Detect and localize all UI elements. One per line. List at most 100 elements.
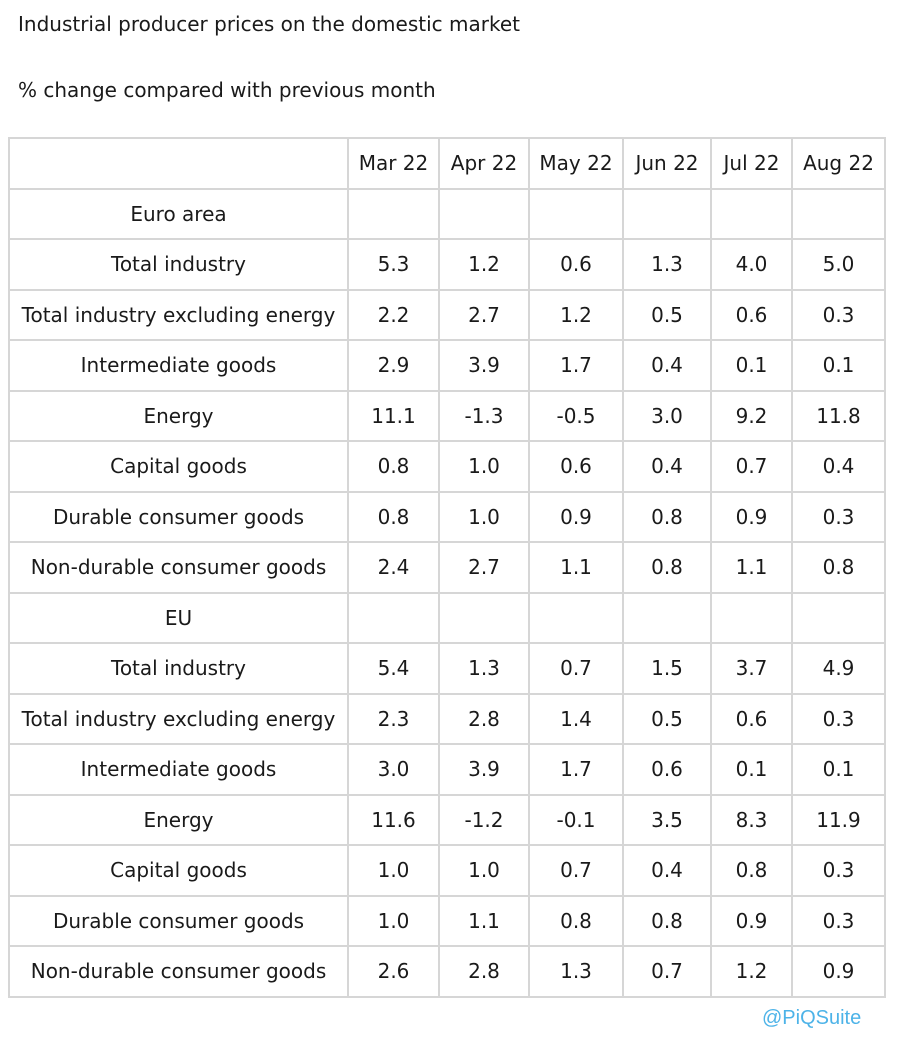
value-cell: 2.9 [347, 339, 440, 392]
value-cell: 0.1 [791, 339, 886, 392]
empty-cell [438, 187, 530, 240]
empty-cell [791, 591, 886, 644]
table-row: Capital goods 0.8 1.0 0.6 0.4 0.7 0.4 [8, 440, 886, 493]
section-row: Euro area [8, 187, 886, 240]
value-cell: 2.7 [438, 541, 530, 594]
value-cell: 3.5 [622, 793, 712, 846]
value-cell: 0.3 [791, 894, 886, 947]
value-cell: 1.4 [528, 692, 624, 745]
value-cell: 0.8 [347, 490, 440, 543]
value-cell: 8.3 [710, 793, 793, 846]
row-label: Non-durable consumer goods [8, 541, 349, 594]
value-cell: 5.4 [347, 642, 440, 695]
value-cell: -0.1 [528, 793, 624, 846]
empty-cell [710, 591, 793, 644]
value-cell: 3.7 [710, 642, 793, 695]
section-row: EU [8, 591, 886, 644]
value-cell: 0.8 [791, 541, 886, 594]
table-row: Capital goods 1.0 1.0 0.7 0.4 0.8 0.3 [8, 844, 886, 897]
value-cell: 0.3 [791, 490, 886, 543]
table-row: Durable consumer goods 1.0 1.1 0.8 0.8 0.9 0.3 [8, 894, 886, 947]
value-cell: 0.7 [622, 945, 712, 998]
value-cell: 0.4 [791, 440, 886, 493]
value-cell: 1.2 [528, 288, 624, 341]
value-cell: 0.3 [791, 288, 886, 341]
table-row: Intermediate goods 3.0 3.9 1.7 0.6 0.1 0.1 [8, 743, 886, 796]
value-cell: 0.6 [710, 692, 793, 745]
value-cell: -1.3 [438, 389, 530, 442]
header-cell: Mar 22 [347, 137, 440, 190]
table-row: Non-durable consumer goods 2.6 2.8 1.3 0.7 1.… [8, 945, 886, 998]
row-label: Total industry excluding energy [8, 288, 349, 341]
table-body: Euro area Total industry 5.3 1.2 0.6 1.3 4.0 5.… [8, 187, 886, 998]
empty-cell [710, 187, 793, 240]
value-cell: 0.7 [528, 844, 624, 897]
value-cell: 1.1 [438, 894, 530, 947]
value-cell: 11.9 [791, 793, 886, 846]
value-cell: 0.8 [622, 541, 712, 594]
empty-cell [528, 591, 624, 644]
value-cell: 0.8 [710, 844, 793, 897]
header-cell: Aug 22 [791, 137, 886, 190]
empty-cell [622, 591, 712, 644]
empty-cell [347, 591, 440, 644]
value-cell: 1.3 [528, 945, 624, 998]
value-cell: 1.2 [710, 945, 793, 998]
value-cell: 1.1 [528, 541, 624, 594]
header-cell: Jun 22 [622, 137, 712, 190]
value-cell: 0.3 [791, 692, 886, 745]
value-cell: 0.3 [791, 844, 886, 897]
value-cell: 0.8 [622, 490, 712, 543]
row-label: Total industry excluding energy [8, 692, 349, 745]
value-cell: 2.3 [347, 692, 440, 745]
table-row: Total industry 5.4 1.3 0.7 1.5 3.7 4.9 [8, 642, 886, 695]
value-cell: 11.8 [791, 389, 886, 442]
value-cell: 1.0 [438, 490, 530, 543]
table-row: Non-durable consumer goods 2.4 2.7 1.1 0.8 1.… [8, 541, 886, 594]
value-cell: 11.1 [347, 389, 440, 442]
value-cell: 11.6 [347, 793, 440, 846]
value-cell: 0.8 [347, 440, 440, 493]
watermark: @PiQSuite [762, 1007, 862, 1029]
value-cell: 3.9 [438, 743, 530, 796]
table-row: Energy 11.6 -1.2 -0.1 3.5 8.3 11.9 [8, 793, 886, 846]
header-row: Mar 22 Apr 22 May 22 Jun 22 Jul 22 Aug 2… [8, 137, 886, 190]
value-cell: 5.0 [791, 238, 886, 291]
value-cell: 3.0 [622, 389, 712, 442]
header-cell: May 22 [528, 137, 624, 190]
value-cell: -1.2 [438, 793, 530, 846]
row-label: Energy [8, 793, 349, 846]
value-cell: 0.5 [622, 692, 712, 745]
value-cell: 5.3 [347, 238, 440, 291]
value-cell: 0.6 [528, 440, 624, 493]
table-row: Total industry excluding energy 2.3 2.8 1.4… [8, 692, 886, 745]
value-cell: 2.8 [438, 945, 530, 998]
value-cell: 0.4 [622, 440, 712, 493]
value-cell: 1.1 [710, 541, 793, 594]
value-cell: 0.4 [622, 844, 712, 897]
table-row: Energy 11.1 -1.3 -0.5 3.0 9.2 11.8 [8, 389, 886, 442]
value-cell: 3.9 [438, 339, 530, 392]
row-label: Durable consumer goods [8, 894, 349, 947]
value-cell: 2.2 [347, 288, 440, 341]
value-cell: 4.9 [791, 642, 886, 695]
row-label: Capital goods [8, 440, 349, 493]
page-subtitle: % change compared with previous month [18, 78, 436, 102]
value-cell: 1.7 [528, 339, 624, 392]
row-label: Non-durable consumer goods [8, 945, 349, 998]
value-cell: 0.8 [528, 894, 624, 947]
table-row: Intermediate goods 2.9 3.9 1.7 0.4 0.1 0.1 [8, 339, 886, 392]
header-cell: Apr 22 [438, 137, 530, 190]
value-cell: 0.7 [528, 642, 624, 695]
row-label: Intermediate goods [8, 743, 349, 796]
table-row: Durable consumer goods 0.8 1.0 0.9 0.8 0.9 0.3 [8, 490, 886, 543]
value-cell: 0.6 [710, 288, 793, 341]
value-cell: 3.0 [347, 743, 440, 796]
value-cell: 0.1 [710, 339, 793, 392]
table-row: Total industry 5.3 1.2 0.6 1.3 4.0 5.0 [8, 238, 886, 291]
value-cell: 0.1 [710, 743, 793, 796]
empty-cell [347, 187, 440, 240]
empty-cell [622, 187, 712, 240]
table-row: Total industry excluding energy 2.2 2.7 1.2… [8, 288, 886, 341]
value-cell: 2.4 [347, 541, 440, 594]
